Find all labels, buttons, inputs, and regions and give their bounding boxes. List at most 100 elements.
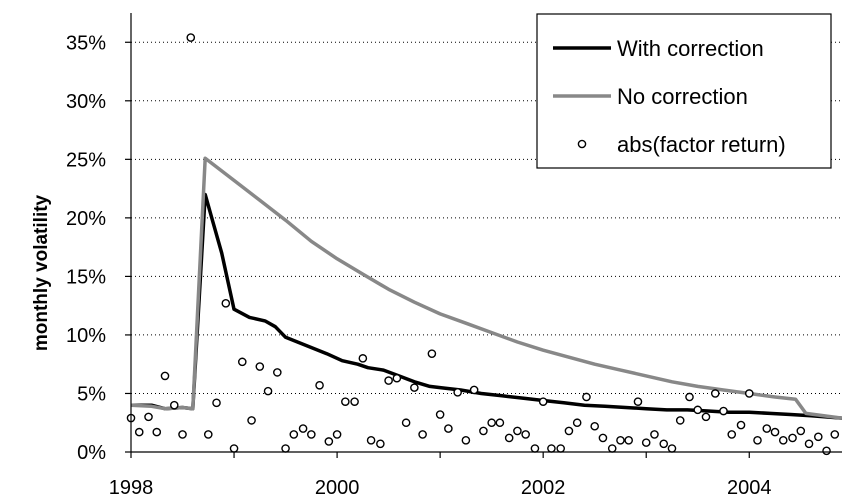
y-tick-label-2: 10% xyxy=(66,325,106,347)
marker-point-47 xyxy=(538,397,548,406)
marker-point-61 xyxy=(659,439,669,449)
marker-point-11 xyxy=(229,444,239,453)
marker-point-15 xyxy=(263,386,273,396)
marker-point-38 xyxy=(461,435,471,445)
marker-point-18 xyxy=(289,430,299,439)
marker-point-65 xyxy=(693,405,703,415)
marker-point-12 xyxy=(237,357,247,367)
marker-point-81 xyxy=(830,430,840,439)
marker-point-21 xyxy=(315,380,324,390)
series-line-1 xyxy=(130,156,842,420)
marker-point-34 xyxy=(427,349,437,358)
marker-point-66 xyxy=(701,412,711,422)
x-tick-label-2: 2002 xyxy=(521,477,566,499)
legend-swatch-2 xyxy=(577,139,587,149)
marker-point-75 xyxy=(778,435,788,445)
marker-point-40 xyxy=(479,426,488,436)
marker-point-70 xyxy=(736,420,746,430)
legend-label-1: No correction xyxy=(617,84,748,109)
series-layer xyxy=(126,33,842,456)
y-axis-label: monthly volatility xyxy=(31,194,52,351)
marker-point-5 xyxy=(169,400,179,410)
marker-point-54 xyxy=(598,433,608,443)
marker-point-49 xyxy=(556,444,565,453)
marker-point-43 xyxy=(504,433,514,443)
series-line-0 xyxy=(131,192,842,420)
marker-point-72 xyxy=(753,435,762,445)
marker-point-60 xyxy=(650,430,659,439)
marker-point-45 xyxy=(521,430,530,439)
marker-point-8 xyxy=(203,430,213,439)
marker-point-25 xyxy=(350,397,359,406)
y-tick-label-3: 15% xyxy=(66,266,106,288)
x-tick-label-3: 2004 xyxy=(727,477,772,499)
marker-point-29 xyxy=(384,376,393,385)
marker-point-32 xyxy=(410,383,419,392)
marker-point-56 xyxy=(616,435,625,445)
marker-point-58 xyxy=(633,397,643,406)
marker-point-14 xyxy=(255,362,265,371)
marker-point-62 xyxy=(667,444,677,453)
marker-point-27 xyxy=(366,435,376,445)
marker-point-50 xyxy=(564,426,574,436)
legend-box xyxy=(536,13,832,169)
y-tick-label-4: 20% xyxy=(66,208,106,230)
marker-point-78 xyxy=(804,439,814,449)
marker-point-68 xyxy=(719,406,728,416)
marker-point-69 xyxy=(727,430,737,439)
marker-point-23 xyxy=(332,430,342,439)
legend-label-2: abs(factor return) xyxy=(617,132,786,157)
marker-point-41 xyxy=(487,418,496,428)
marker-point-24 xyxy=(341,397,350,406)
marker-point-16 xyxy=(273,368,282,377)
marker-point-80 xyxy=(822,446,831,456)
marker-point-55 xyxy=(607,444,617,453)
marker-point-37 xyxy=(453,387,462,397)
marker-point-52 xyxy=(582,392,591,402)
y-tick-label-0: 0% xyxy=(77,442,106,464)
marker-point-67 xyxy=(710,389,720,398)
marker-point-53 xyxy=(590,421,599,431)
marker-point-17 xyxy=(281,444,290,453)
marker-point-35 xyxy=(435,410,445,419)
marker-point-26 xyxy=(358,354,368,363)
axes xyxy=(125,13,842,458)
marker-point-63 xyxy=(675,416,685,425)
marker-point-9 xyxy=(212,398,221,408)
marker-point-6 xyxy=(178,430,187,439)
x-tick-label-0: 1998 xyxy=(109,477,154,499)
marker-point-44 xyxy=(513,426,522,436)
marker-point-4 xyxy=(160,371,170,381)
marker-point-13 xyxy=(247,416,256,425)
marker-point-57 xyxy=(624,435,634,445)
x-tick-label-1: 2000 xyxy=(315,477,360,499)
marker-point-33 xyxy=(418,430,427,439)
marker-point-39 xyxy=(469,385,479,395)
marker-point-1 xyxy=(134,427,144,437)
marker-point-2 xyxy=(144,412,153,422)
marker-point-64 xyxy=(685,392,694,402)
marker-point-73 xyxy=(762,424,772,433)
marker-point-76 xyxy=(788,433,797,443)
marker-point-36 xyxy=(444,424,453,433)
y-tick-label-6: 30% xyxy=(66,91,106,113)
marker-point-79 xyxy=(814,432,823,442)
marker-point-3 xyxy=(152,427,162,437)
marker-point-51 xyxy=(572,418,582,428)
marker-point-20 xyxy=(307,430,316,439)
marker-point-7 xyxy=(186,33,196,42)
legend: With correction No correction abs(factor r… xyxy=(536,13,832,169)
marker-point-48 xyxy=(547,444,556,453)
marker-point-10 xyxy=(221,299,231,308)
marker-point-42 xyxy=(495,418,505,428)
marker-point-19 xyxy=(298,424,308,433)
y-tick-label-1: 5% xyxy=(77,383,106,405)
marker-point-22 xyxy=(324,437,334,446)
marker-point-46 xyxy=(530,444,540,453)
marker-point-59 xyxy=(641,438,651,447)
marker-point-71 xyxy=(744,389,754,398)
y-tick-label-5: 25% xyxy=(66,149,106,171)
legend-label-0: With correction xyxy=(617,36,764,61)
y-tick-label-7: 35% xyxy=(66,32,106,54)
